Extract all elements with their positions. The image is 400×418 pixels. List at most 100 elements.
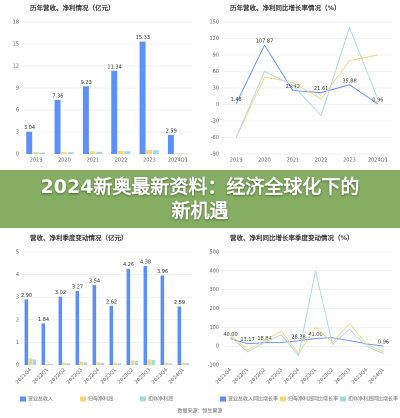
y-tick-label: 0 — [16, 363, 19, 369]
y-tick-label: 30 — [213, 86, 219, 92]
y-tick-label: 300 — [209, 287, 219, 293]
x-tick-label: 2022Q2 — [49, 367, 67, 385]
y-tick-label: 5 — [16, 250, 19, 256]
bar — [167, 135, 174, 154]
y-tick-label: 1 — [16, 340, 19, 346]
x-tick-label: 2022Q3 — [266, 367, 284, 385]
x-tick-label: 2023Q1 — [100, 367, 118, 385]
bar — [177, 306, 182, 365]
legend-swatch — [20, 396, 26, 402]
line — [230, 337, 384, 347]
x-tick-label: 2022Q4 — [83, 367, 101, 385]
bar — [61, 151, 68, 154]
legend-swatch — [280, 396, 286, 402]
bar — [152, 150, 159, 154]
legend-label: 营业总收入同比增长率 — [228, 396, 278, 403]
data-label: 21.61 — [314, 86, 328, 92]
bar — [39, 152, 46, 154]
x-tick-label: 2022 — [115, 158, 128, 164]
x-tick-label: 2023Q3 — [334, 367, 352, 385]
bar — [181, 362, 186, 365]
bar — [62, 362, 67, 365]
y-tick-label: 90 — [213, 53, 219, 59]
source: 数据来源：恒生聚源 — [177, 408, 222, 415]
y-tick-label: 0 — [16, 152, 19, 158]
x-tick-label: 2021Q4 — [15, 367, 33, 385]
legend-label: 归母净利润同比增长率 — [288, 396, 338, 403]
bar — [83, 362, 88, 365]
line — [235, 44, 379, 105]
x-tick-label: 2019 — [230, 158, 243, 164]
x-tick-label: 2022Q2 — [249, 367, 267, 385]
line — [235, 54, 378, 138]
y-tick-label: 3 — [16, 130, 19, 136]
bar — [24, 299, 29, 365]
y-tick-label: -100 — [208, 363, 219, 369]
bar — [181, 153, 188, 154]
data-label: 15.33 — [136, 35, 150, 41]
data-label: 25.42 — [286, 84, 300, 90]
y-tick-label: 15 — [13, 42, 19, 48]
x-tick-label: 2020 — [258, 158, 271, 164]
bar — [100, 362, 105, 365]
y-tick-label: 0 — [216, 102, 219, 108]
x-tick-label: 2021Q4 — [215, 367, 233, 385]
x-tick-label: 2023Q2 — [317, 367, 335, 385]
data-label: 11.34 — [107, 64, 121, 70]
line — [230, 322, 384, 355]
x-tick-label: 2020 — [58, 158, 71, 164]
bar — [89, 151, 96, 154]
x-tick-label: 2023Q2 — [117, 367, 135, 385]
bar — [67, 152, 74, 154]
x-tick-label: 2024Q1 — [368, 367, 386, 385]
y-tick-label: 150 — [209, 20, 219, 26]
bar — [139, 41, 146, 154]
bar — [26, 131, 33, 154]
legend-swatch — [140, 396, 146, 402]
bar — [49, 364, 54, 365]
bar — [146, 149, 153, 154]
x-tick-label: 2023Q4 — [151, 367, 169, 385]
data-label: 3.96 — [157, 269, 168, 275]
x-tick-label: 2023 — [343, 158, 356, 164]
x-tick-label: 2023Q4 — [351, 367, 369, 385]
bar — [160, 275, 165, 365]
bar — [32, 152, 39, 154]
bar — [96, 151, 103, 154]
y-tick-label: 200 — [209, 306, 219, 312]
legend-swatch — [340, 396, 346, 402]
x-tick-label: 2022Q1 — [232, 367, 250, 385]
y-tick-label: 60 — [213, 69, 219, 75]
y-tick-label: 0 — [216, 344, 219, 350]
bar — [130, 360, 135, 365]
x-tick-label: 2022Q3 — [66, 367, 84, 385]
bar — [164, 362, 169, 365]
x-tick-label: 2023 — [143, 158, 156, 164]
y-tick-label: -30 — [211, 119, 219, 125]
x-tick-label: 2021 — [286, 158, 299, 164]
y-tick-label: 9 — [16, 86, 19, 92]
line — [235, 26, 379, 138]
data-label: 3.27 — [72, 285, 83, 291]
data-label: 2.90 — [21, 293, 32, 299]
legend-label: 扣非净利润同比增长率 — [348, 396, 398, 403]
bar — [45, 363, 50, 365]
legend-label: 归母净利润 — [88, 396, 113, 403]
bar — [66, 363, 71, 365]
data-label: 2.59 — [174, 300, 185, 306]
y-tick-label: -90 — [211, 152, 219, 158]
y-tick-label: 500 — [209, 250, 219, 256]
y-tick-label: 18 — [13, 20, 19, 26]
bar — [126, 268, 131, 365]
x-tick-label: 2021 — [86, 158, 99, 164]
bar — [96, 362, 101, 365]
bar — [143, 266, 148, 365]
data-label: 107.87 — [256, 39, 274, 45]
legend-swatch — [80, 396, 86, 402]
line — [230, 270, 384, 357]
bar — [117, 363, 122, 365]
y-tick-label: 2 — [16, 317, 19, 323]
bar — [82, 86, 89, 154]
x-tick-label: 2024Q1 — [168, 158, 188, 164]
